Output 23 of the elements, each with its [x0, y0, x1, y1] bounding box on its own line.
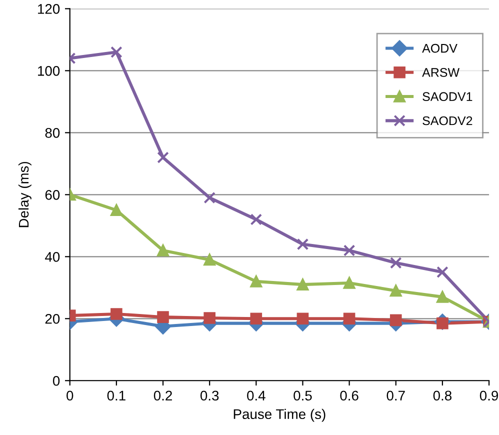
x-axis-title: Pause Time (s)	[234, 408, 326, 422]
legend-label: AODV	[422, 44, 458, 53]
y-tick-label: 120	[38, 4, 60, 14]
x-tick-label: 0.5	[294, 390, 312, 401]
legend-label: ARSW	[422, 68, 460, 77]
y-axis-title: Delay (ms)	[18, 162, 32, 228]
y-tick-label: 100	[38, 66, 60, 76]
x-tick-label: 0.8	[433, 390, 452, 401]
legend-label: SAODV1	[422, 92, 472, 102]
x-tick-label: 0.1	[107, 390, 126, 401]
x-tick-label: 0.3	[200, 390, 219, 401]
x-tick-label: 0.9	[480, 390, 498, 401]
y-tick-label: 40	[45, 252, 60, 262]
x-tick-label: 0.6	[340, 390, 358, 401]
y-tick-label: 20	[45, 314, 60, 324]
y-tick-label: 0	[52, 376, 60, 386]
legend-label: SAODV2	[422, 116, 472, 126]
x-tick-label: 0.7	[386, 390, 405, 401]
x-tick-label: 0.2	[154, 390, 172, 401]
y-tick-label: 80	[45, 128, 60, 138]
y-tick-label: 60	[45, 190, 60, 200]
x-tick-label: 0.4	[247, 390, 266, 401]
x-tick-label: 0	[66, 390, 74, 401]
